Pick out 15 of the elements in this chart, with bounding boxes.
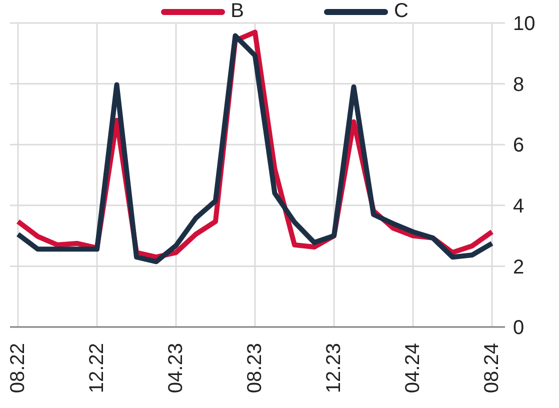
x-tick-label: 08.23 bbox=[244, 343, 266, 394]
legend-label: C bbox=[394, 0, 408, 23]
x-tick-label: 12.23 bbox=[323, 343, 345, 394]
y-tick-label: 6 bbox=[513, 134, 524, 157]
legend-label: B bbox=[230, 0, 244, 23]
x-tick-label: 08.24 bbox=[481, 343, 503, 394]
y-tick-label: 4 bbox=[513, 196, 524, 218]
x-tick-label: 04.24 bbox=[402, 343, 424, 394]
x-tick-label: 04.23 bbox=[165, 343, 187, 394]
y-tick-label: 2 bbox=[513, 256, 524, 278]
y-tick-label: 8 bbox=[513, 74, 524, 96]
x-tick-label: 12.22 bbox=[86, 343, 108, 394]
y-tick-label: 0 bbox=[513, 317, 524, 340]
x-tick-label: 08.22 bbox=[7, 343, 29, 394]
y-tick-label: 10 bbox=[513, 13, 536, 36]
